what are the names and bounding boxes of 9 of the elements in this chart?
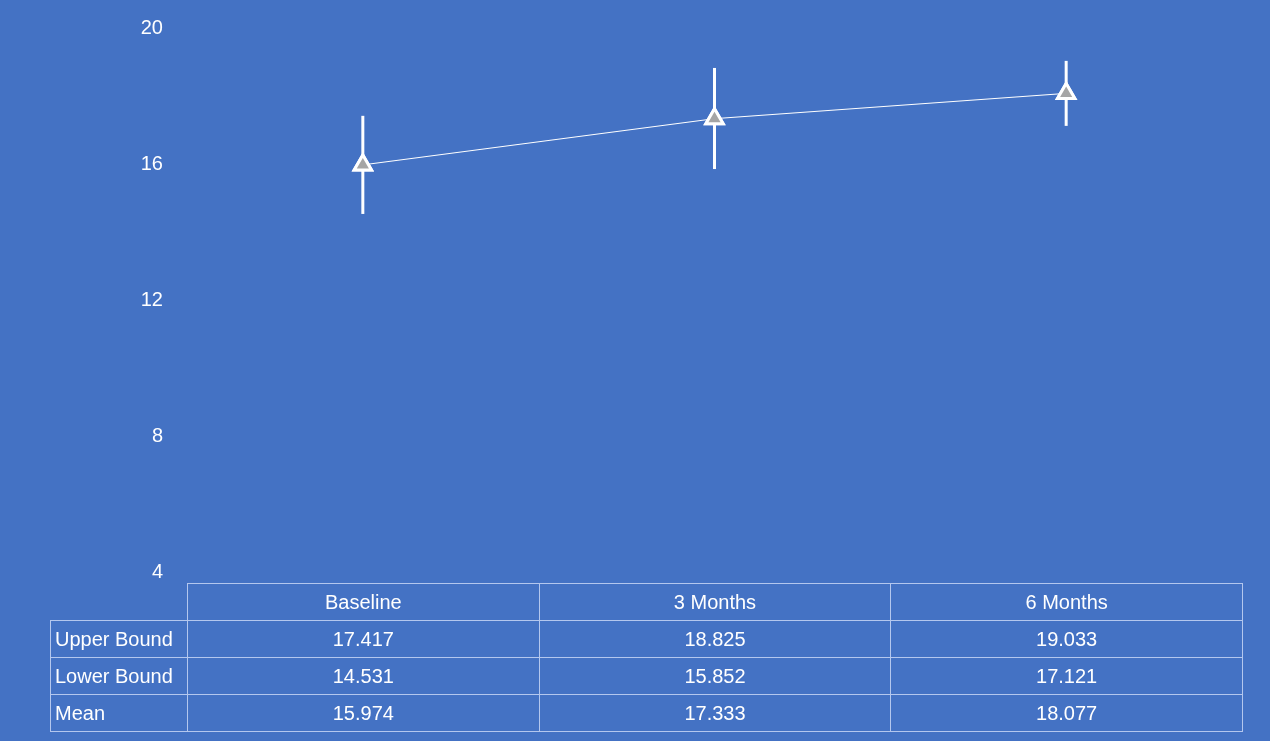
value-table: Baseline 3 Months 6 Months Upper Bound 17.417 18.825 19.033 Lower Bound 14.531 15.852 17.121 Mean 15.974 17.333 18.077: [50, 583, 1243, 732]
x-tick-label: 3 Months: [539, 583, 891, 621]
y-tick-label: 12: [140, 287, 163, 310]
x-tick-label: Baseline: [187, 583, 540, 621]
x-tick-label: 6 Months: [890, 583, 1243, 621]
y-tick-label: 20: [140, 15, 163, 38]
y-tick-label: 16: [140, 151, 163, 174]
y-tick-label: 4: [151, 559, 163, 582]
y-tick-label: 8: [151, 423, 163, 446]
